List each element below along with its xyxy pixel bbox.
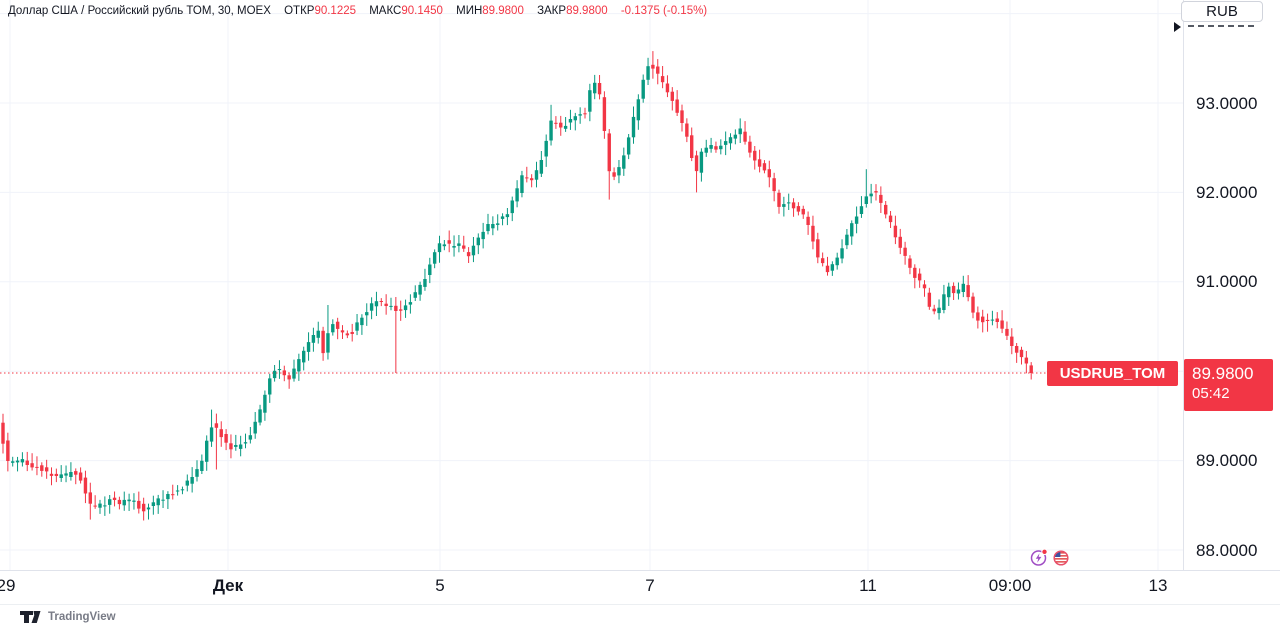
clipped-price-label-dashes (1188, 25, 1254, 27)
last-price-badge[interactable]: 89.9800 05:42 (1184, 359, 1273, 411)
price-axis-separator (1183, 0, 1184, 570)
price-axis-label: 92.0000 (1196, 182, 1258, 202)
chart-markers[interactable] (1028, 548, 1072, 568)
badge-price-text: 89.9800 (1192, 364, 1254, 383)
symbol-title[interactable]: Доллар США / Российский рубль ТОМ, 30, M… (8, 5, 271, 17)
currency-toggle-button[interactable]: RUB (1181, 1, 1263, 22)
badge-countdown-text: 05:42 (1192, 385, 1230, 402)
change-value: -0.1375 (-0.15%) (620, 5, 708, 17)
currency-label: RUB (1206, 3, 1238, 20)
time-axis-label: 7 (645, 576, 655, 595)
price-axis-label: 88.0000 (1196, 540, 1258, 560)
close-value: 89.9800 (566, 5, 608, 17)
last-price-symbol-badge[interactable]: USDRUB_TOM (1047, 361, 1178, 386)
high-value: 90.1450 (401, 5, 443, 17)
candlestick-chart[interactable] (0, 0, 1280, 604)
idea-lightning-icon[interactable] (1030, 548, 1048, 566)
us-flag-icon[interactable] (1053, 550, 1069, 566)
time-axis-label: Дек (212, 576, 244, 595)
open-value: 90.1225 (314, 5, 357, 17)
time-axis-label: 13 (1148, 576, 1168, 595)
chart-bottom-separator (0, 604, 1280, 605)
high-label: МАКС (369, 5, 402, 17)
close-label: ЗАКР (537, 5, 567, 17)
tradingview-logo-text: TradingView (48, 611, 116, 623)
low-label: МИН (456, 5, 483, 17)
time-axis-separator (0, 570, 1280, 571)
price-axis-label: 89.0000 (1196, 451, 1258, 471)
tradingview-attribution[interactable]: TradingView (20, 611, 116, 623)
price-axis-label: 91.0000 (1196, 272, 1258, 292)
time-axis-label: 5 (435, 576, 445, 595)
time-axis-label: 29 (0, 576, 16, 595)
open-label: ОТКР (284, 5, 315, 17)
symbol-legend[interactable]: Доллар США / Российский рубль ТОМ, 30, M… (8, 5, 707, 17)
time-axis-label: 11 (859, 576, 877, 595)
time-axis-label: 09:00 (988, 576, 1032, 595)
price-axis-label: 93.0000 (1196, 93, 1258, 113)
tradingview-logo-icon (20, 611, 41, 623)
low-value: 89.9800 (482, 5, 524, 17)
badge-symbol-text: USDRUB_TOM (1059, 365, 1166, 382)
axis-arrow-icon (1174, 22, 1181, 32)
